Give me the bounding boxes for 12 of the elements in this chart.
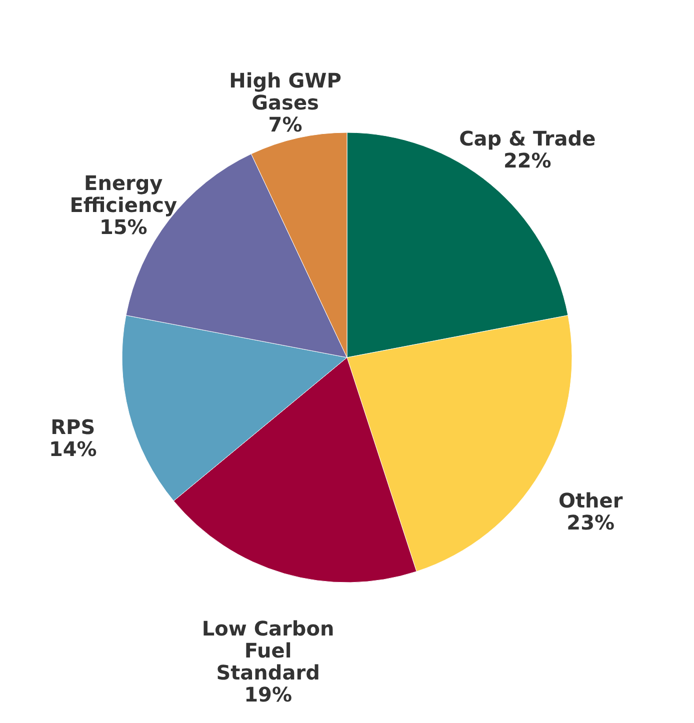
slice-label: RPS [50,414,96,439]
data-label: 14% [48,436,97,461]
slice-label: Energy Efficiency [70,171,178,218]
slice-label: Other [558,488,623,513]
slice-label: High GWP Gases [229,68,342,114]
data-label: 22% [503,148,552,172]
slice-label: Low Carbon Fuel Standard [202,616,334,684]
data-label: 15% [99,215,148,240]
data-label: 19% [244,682,292,706]
data-label: 23% [566,510,615,535]
slice-label: Cap & Trade [459,126,596,150]
data-label: 7% [268,112,302,136]
